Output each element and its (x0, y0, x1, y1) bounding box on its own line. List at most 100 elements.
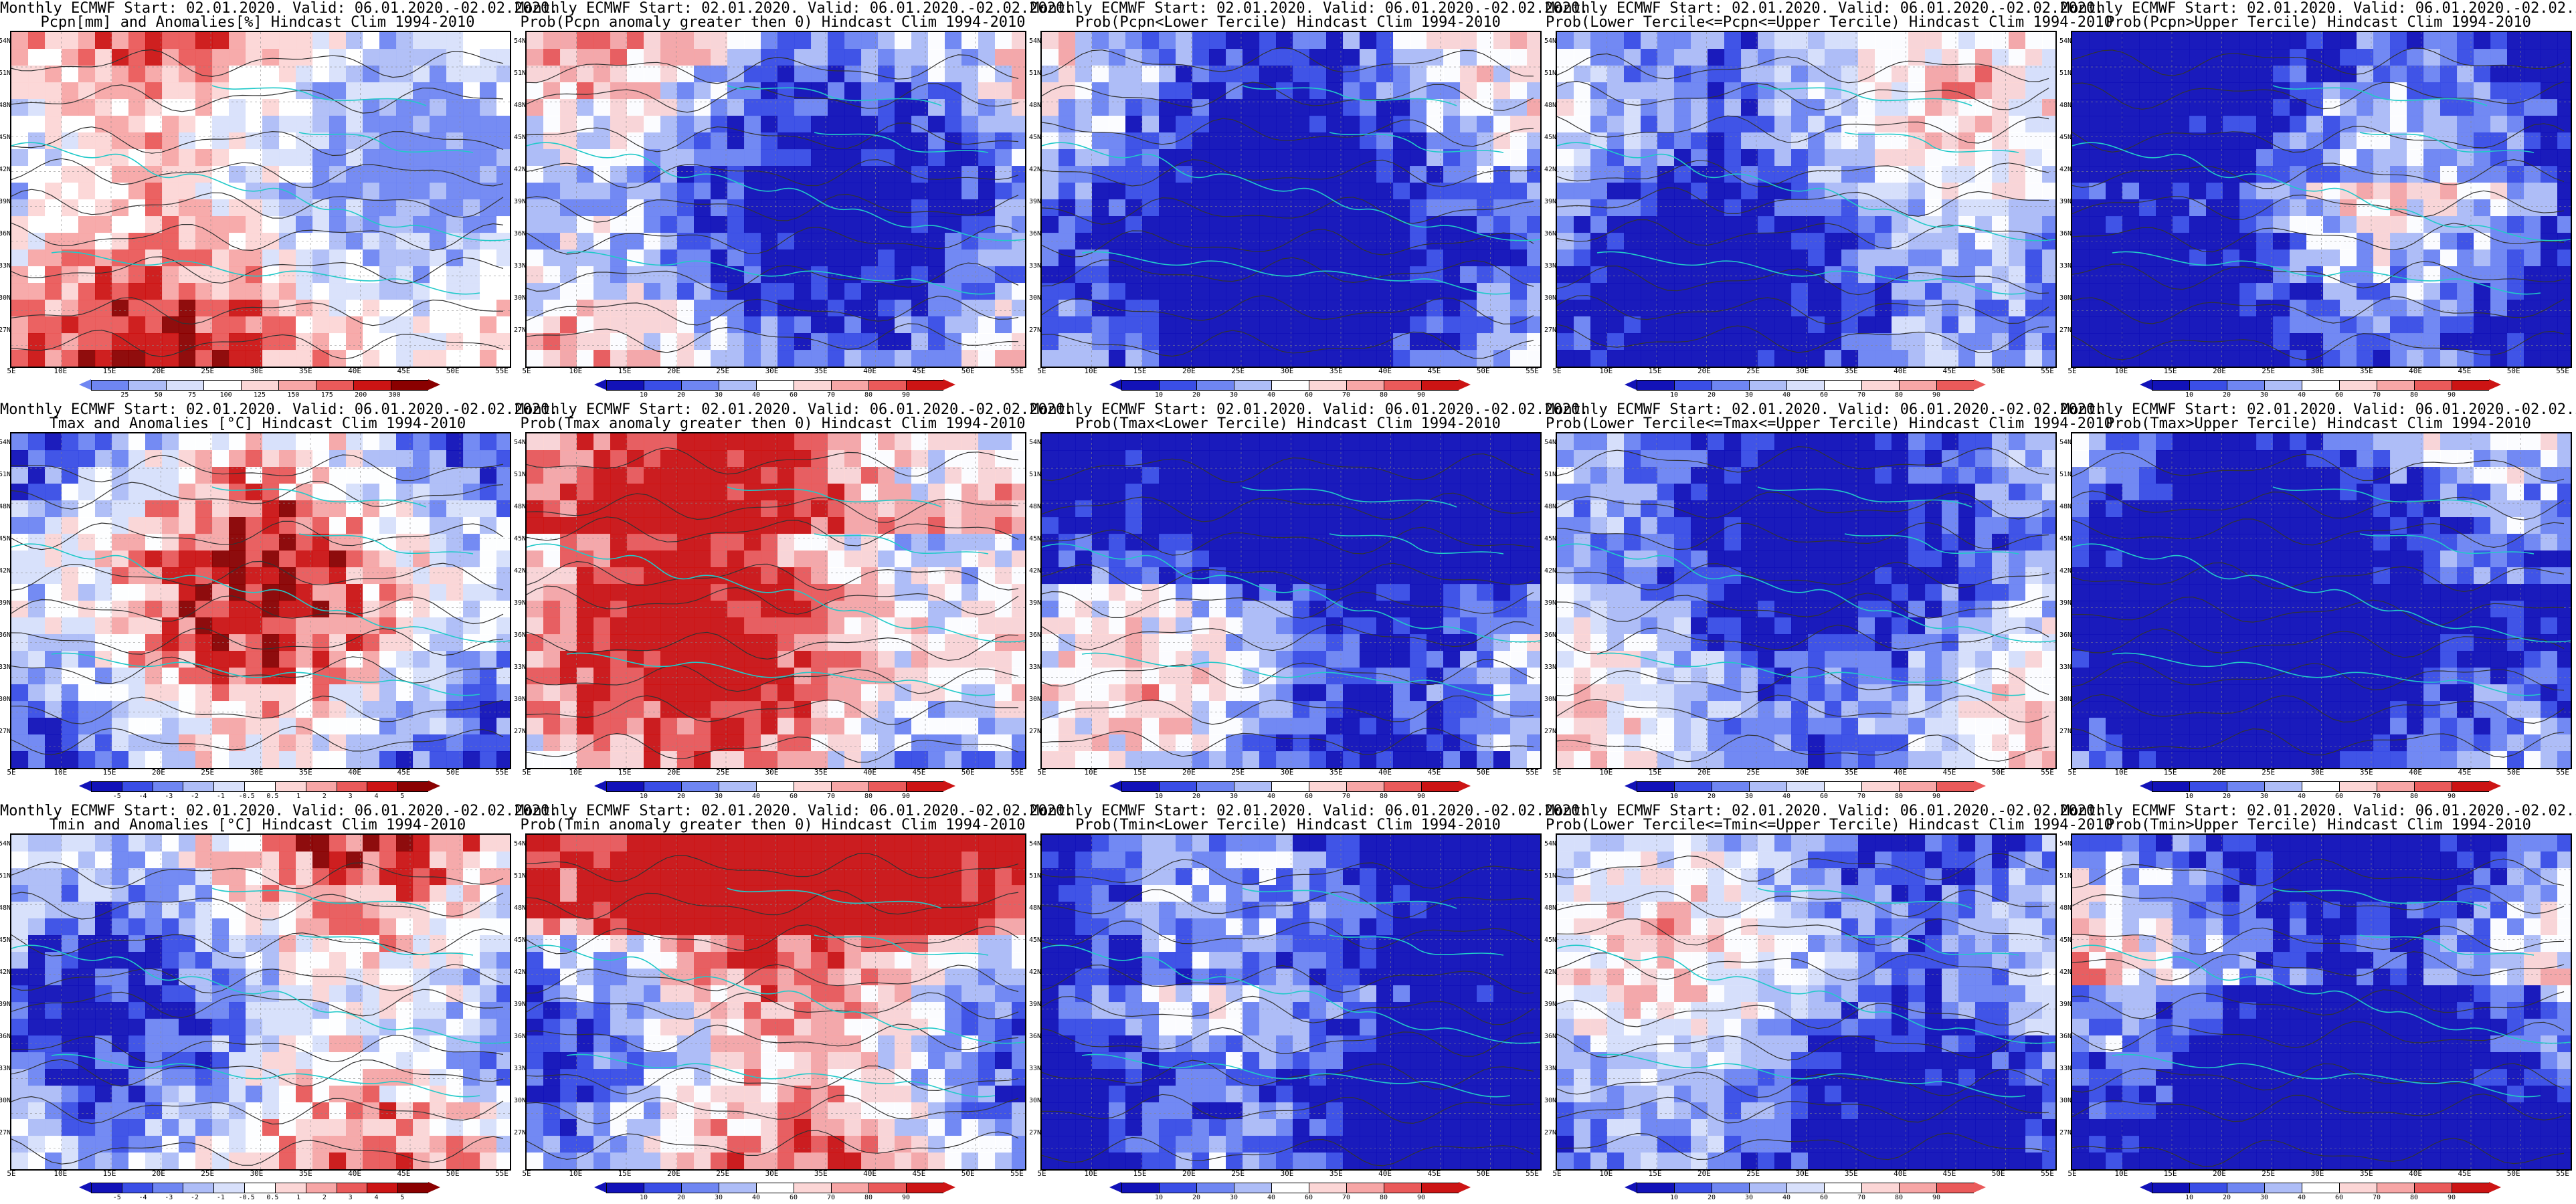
panel-title-line1: Monthly ECMWF Start: 02.01.2020. Valid: … (515, 401, 1074, 418)
colorbar-tick-label: 30 (1229, 793, 1238, 800)
colorbar-segment (1121, 380, 1159, 391)
colorbar-tick-label: 10 (639, 793, 648, 800)
colorbar-left-arrow (1625, 379, 1637, 390)
colorbar-segment (756, 380, 794, 391)
longitude-label: 15E (618, 367, 632, 375)
longitude-label: 45E (912, 768, 926, 777)
latitude-label: 48N (1029, 503, 1042, 510)
colorbar-tick-label: 80 (1894, 793, 1904, 800)
forecast-map-field (11, 433, 510, 768)
colorbar-tick-label: 20 (2222, 391, 2231, 399)
colorbar-left-arrow (79, 379, 91, 390)
longitude-label: 55E (495, 1169, 509, 1178)
colorbar-tick-label: 175 (320, 391, 333, 399)
longitude-label: 15E (2163, 768, 2177, 777)
map-frame (1040, 31, 1542, 368)
colorbar-tick-label: 80 (1379, 391, 1388, 399)
colorbar-tick-label: -1 (216, 1194, 225, 1201)
latitude-label: 54N (1029, 37, 1042, 45)
forecast-map-field (1557, 32, 2055, 367)
colorbar-tick-label: 70 (2372, 391, 2381, 399)
colorbar-tick-label: 60 (789, 391, 798, 399)
colorbar-segment (397, 781, 428, 792)
latitude-label: 30N (1544, 294, 1557, 302)
colorbar (2140, 781, 2501, 792)
latitude-label: 27N (1029, 728, 1042, 735)
colorbar-tick-label: 30 (714, 793, 723, 800)
longitude-label: 35E (298, 367, 312, 375)
colorbar-tick-label: 4 (374, 1194, 379, 1201)
colorbar-tick-label: 20 (1707, 391, 1716, 399)
latitude-label: 51N (1544, 471, 1557, 478)
latitude-label: 51N (2059, 471, 2072, 478)
latitude-label: 30N (514, 1097, 527, 1104)
colorbar-tick-label: 90 (2447, 1194, 2456, 1201)
colorbar-tick-label: 60 (1304, 1194, 1313, 1201)
forecast-map-field (527, 433, 1025, 768)
latitude-label: 30N (2059, 1097, 2072, 1104)
longitude-label: 25E (716, 1169, 730, 1178)
latitude-label: 33N (1544, 262, 1557, 270)
latitude-label: 51N (1544, 70, 1557, 77)
colorbar-segment (91, 380, 128, 391)
latitude-label: 42N (1029, 166, 1042, 173)
colorbar-left-arrow (1109, 1182, 1121, 1193)
latitude-label: 48N (2059, 102, 2072, 109)
colorbar-segment (1421, 380, 1459, 391)
colorbar-segment (906, 380, 943, 391)
colorbar-segment (606, 1183, 644, 1193)
latitude-label: 54N (2059, 37, 2072, 45)
forecast-map-field (1557, 835, 2055, 1169)
latitude-label: 48N (2059, 904, 2072, 912)
colorbar-segment (1674, 1183, 1712, 1193)
colorbar-segment (2377, 1183, 2414, 1193)
latitude-label: 42N (514, 969, 527, 976)
colorbar-tick-label: 60 (2334, 793, 2344, 800)
colorbar-tick-label: 70 (1342, 1194, 1351, 1201)
colorbar-segment (1309, 380, 1346, 391)
longitude-label: 15E (1648, 768, 1662, 777)
latitude-label: 48N (0, 503, 11, 510)
panel-subtitle: Prob(Lower Tercile<=Tmax<=Upper Tercile)… (1546, 415, 2113, 432)
colorbar (2140, 379, 2501, 391)
latitude-label: 45N (514, 936, 527, 944)
latitude-label: 51N (0, 471, 11, 478)
colorbar-tick-label: 80 (1894, 391, 1904, 399)
panel-title-line1: Monthly ECMWF Start: 02.01.2020. Valid: … (1030, 0, 1589, 17)
colorbar-segment (1749, 1183, 1786, 1193)
colorbar-tick-label: 5 (400, 793, 405, 800)
colorbar-tick-label: 40 (1267, 1194, 1276, 1201)
colorbar-segment (868, 781, 906, 792)
colorbar-segment (681, 1183, 719, 1193)
forecast-map-field (11, 32, 510, 367)
latitude-label: 54N (514, 840, 527, 847)
colorbar-tick-label: 30 (714, 391, 723, 399)
colorbar (2140, 1182, 2501, 1193)
colorbar-segment (1234, 1183, 1271, 1193)
colorbar-segment (1674, 781, 1712, 792)
latitude-label: 30N (1029, 696, 1042, 703)
panel-subtitle: Prob(Lower Tercile<=Tmin<=Upper Tercile)… (1546, 817, 2113, 833)
colorbar-segment (2339, 781, 2377, 792)
longitude-label: 5E (522, 768, 531, 777)
latitude-label: 33N (0, 1065, 11, 1072)
map-panel: Monthly ECMWF Start: 02.01.2020. Valid: … (1029, 401, 1588, 803)
latitude-label: 54N (1544, 840, 1557, 847)
colorbar-segment (2264, 781, 2302, 792)
colorbar-left-arrow (2140, 1182, 2152, 1193)
longitude-label: 10E (1599, 367, 1613, 375)
latitude-label: 33N (514, 664, 527, 671)
colorbar-segment (1786, 781, 1824, 792)
colorbar-segment (1159, 781, 1196, 792)
map-frame (2071, 432, 2572, 769)
longitude-label: 25E (2262, 768, 2276, 777)
colorbar-left-arrow (594, 781, 606, 791)
longitude-label: 30E (1280, 768, 1294, 777)
colorbar-tick-label: 10 (2185, 391, 2194, 399)
latitude-label: 45N (1029, 936, 1042, 944)
longitude-label: 20E (1182, 367, 1196, 375)
longitude-label: 20E (2212, 768, 2226, 777)
longitude-label: 30E (250, 1169, 264, 1178)
colorbar-ticks: 10 20 30 40 60 70 80 90 (2152, 793, 2489, 802)
colorbar-left-arrow (1109, 781, 1121, 791)
